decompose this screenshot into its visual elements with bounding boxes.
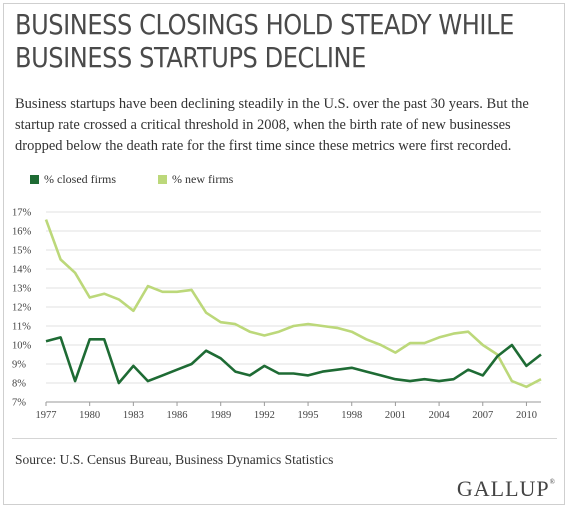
y-tick-label: 12%: [12, 303, 32, 314]
y-axis-ticks: 7% 8% 9% 10% 11% 12% 13% 14% 15% 16% 17%: [12, 208, 32, 409]
y-tick-label: 8%: [12, 379, 26, 390]
x-tick-label: 1983: [123, 410, 144, 421]
x-tick-label: 2007: [472, 410, 493, 421]
y-tick-label: 7%: [12, 398, 26, 409]
legend-label-closed: % closed firms: [44, 172, 116, 186]
line-chart: 7%8%9%10%11%12%13%14%15%16%17% 1977 1980 1…: [12, 208, 542, 421]
legend-swatch-closed: [30, 175, 39, 184]
y-tick-label: 17%: [12, 208, 32, 219]
logo-registered-mark: ®: [549, 478, 556, 486]
y-tick-label: 14%: [12, 265, 32, 276]
x-tick-label: 1992: [254, 410, 275, 421]
logo-text: GALLUP: [456, 476, 550, 501]
legend-swatch-new: [158, 175, 167, 184]
title-line-1: BUSINESS CLOSINGS HOLD STEADY WHILE: [15, 8, 514, 41]
chart-subtitle: Business startups have been declining st…: [15, 96, 529, 154]
y-tick-label: 11%: [12, 322, 31, 333]
x-tick-label: 2010: [516, 410, 537, 421]
gallup-logo: GALLUP®: [457, 476, 556, 502]
legend-item-new: % new firms: [158, 172, 233, 187]
source-note: Source: U.S. Census Bureau, Business Dyn…: [15, 452, 334, 467]
y-tick-label: 15%: [12, 246, 32, 257]
y-tick-label: 9%: [12, 360, 26, 371]
legend-label-new: % new firms: [172, 172, 234, 186]
series-lines: [44, 219, 542, 389]
x-axis-ticks: 1977 1980 1983 1986 1989 1992 1995 1998 2001 2004…: [36, 402, 537, 421]
x-tick-label: 2004: [429, 410, 451, 421]
x-tick-label: 1980: [79, 410, 100, 421]
y-tick-label: 10%: [12, 341, 32, 352]
chart-frame: [3, 3, 565, 505]
y-tick-label: 16%: [12, 227, 32, 238]
footer-divider: [12, 438, 557, 439]
x-tick-label: 1986: [167, 410, 188, 421]
x-tick-label: 1995: [298, 410, 319, 421]
x-tick-label: 1998: [341, 410, 362, 421]
x-tick-label: 1989: [210, 410, 231, 421]
x-tick-label: 2001: [385, 410, 406, 421]
y-tick-label: 13%: [12, 284, 32, 295]
legend-item-closed: % closed firms: [30, 172, 116, 187]
series-line-closed-firms: [45, 336, 542, 385]
series-line-new-firms: [44, 219, 542, 389]
x-tick-label: 1977: [36, 410, 57, 421]
chart-title: BUSINESS CLOSINGS HOLD STEADY WHILE BUSI…: [15, 8, 514, 74]
title-line-2: BUSINESS STARTUPS DECLINE: [15, 41, 366, 74]
